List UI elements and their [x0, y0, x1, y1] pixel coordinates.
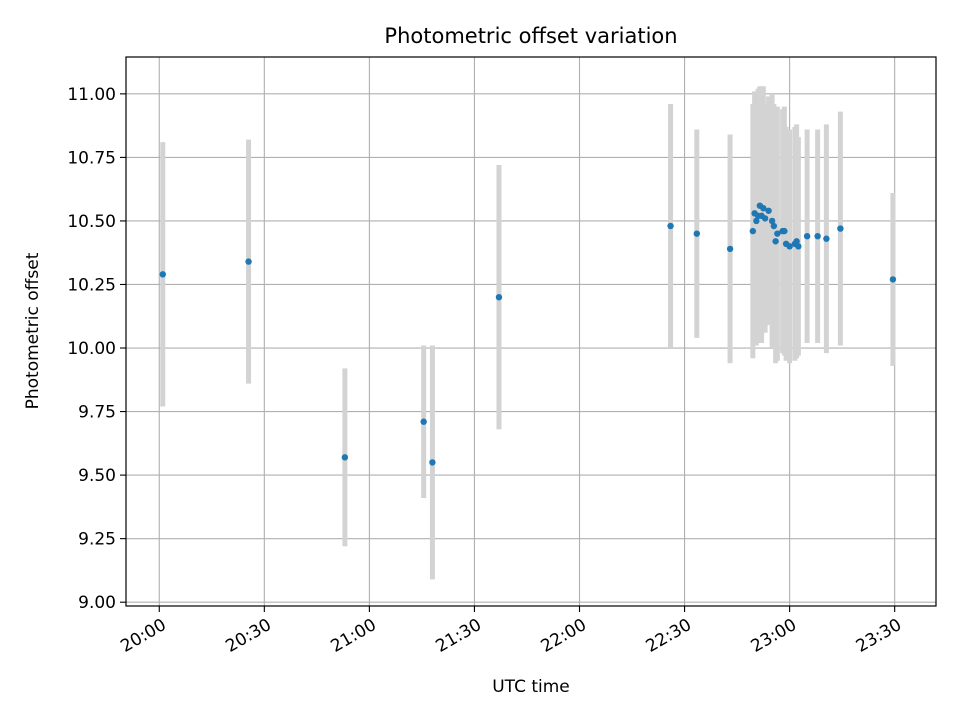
- y-tick-label: 10.25: [67, 275, 116, 295]
- data-point: [786, 243, 793, 250]
- data-point: [760, 205, 767, 212]
- data-point: [495, 293, 503, 301]
- data-point: [667, 222, 674, 230]
- y-tick-label: 9.50: [78, 466, 116, 486]
- data-point: [774, 230, 781, 237]
- data-point: [768, 217, 776, 225]
- y-tick-label: 11.00: [67, 85, 116, 105]
- data-point: [753, 217, 760, 225]
- grid: [126, 57, 936, 606]
- data-point: [803, 232, 811, 240]
- y-tick-label: 9.75: [78, 403, 116, 423]
- y-tick-label: 10.75: [67, 148, 116, 168]
- y-tick-label: 10.00: [67, 339, 116, 359]
- y-tick-label: 10.50: [67, 212, 116, 232]
- chart-title: Photometric offset variation: [384, 24, 677, 48]
- data-point: [823, 235, 830, 242]
- data-point: [749, 227, 757, 235]
- data-point: [341, 454, 349, 461]
- data-point: [245, 258, 252, 265]
- data-points: [159, 202, 897, 466]
- y-tick-label: 9.00: [78, 593, 116, 613]
- data-point: [793, 238, 800, 245]
- data-point: [781, 227, 788, 235]
- data-point: [429, 459, 436, 466]
- data-point: [772, 238, 779, 245]
- data-point: [795, 243, 802, 250]
- data-point: [889, 276, 897, 283]
- data-point: [159, 271, 166, 278]
- data-point: [693, 230, 701, 237]
- x-axis-label: UTC time: [492, 677, 570, 697]
- y-axis-label: Photometric offset: [23, 252, 43, 409]
- data-point: [726, 245, 734, 253]
- y-axis-ticks: 9.00 9.25 9.50 9.75 10.00 10.25 10.50 10.75 11.0…: [67, 85, 126, 613]
- plot-area-frame: [125, 56, 937, 607]
- y-tick-label: 9.25: [78, 530, 116, 550]
- data-point: [765, 207, 772, 214]
- data-point: [837, 225, 844, 232]
- data-point: [770, 222, 778, 230]
- data-point: [420, 418, 427, 425]
- data-point: [761, 215, 769, 222]
- data-point: [814, 232, 821, 240]
